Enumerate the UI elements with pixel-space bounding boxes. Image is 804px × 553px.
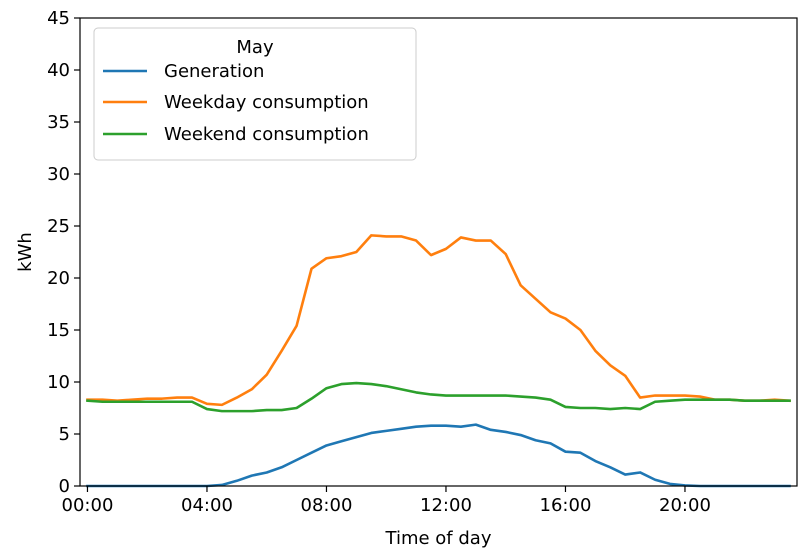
series-line-weekend-consumption (86, 381, 791, 413)
y-tick-label: 15 (47, 320, 70, 341)
legend-label: Weekday consumption (164, 92, 369, 113)
legend-label: Weekend consumption (164, 124, 369, 145)
y-axis: 0 5 10 15 20 25 30 35 40 45 (47, 8, 80, 497)
plot-frame (79, 17, 798, 487)
legend-title: May (236, 37, 274, 58)
y-tick-label: 10 (47, 372, 70, 393)
x-tick-label: 12:00 (420, 495, 472, 516)
y-tick-label: 0 (59, 476, 70, 497)
y-tick-label: 20 (47, 268, 70, 289)
series-line-weekday-consumption (86, 234, 791, 407)
legend-box (93, 27, 417, 161)
x-tick-label: 20:00 (659, 495, 711, 516)
y-tick-label: 25 (47, 216, 70, 237)
legend-label: Generation (164, 61, 264, 82)
x-tick-label: 16:00 (540, 495, 592, 516)
y-tick-label: 35 (47, 112, 70, 133)
y-tick-label: 5 (59, 424, 70, 445)
y-tick-label: 40 (47, 60, 70, 81)
series-lines (86, 234, 791, 488)
x-tick-label: 04:00 (181, 495, 233, 516)
x-tick-label: 08:00 (301, 495, 353, 516)
y-tick-label: 30 (47, 164, 70, 185)
x-tick-label: 00:00 (62, 495, 114, 516)
y-axis-label: kWh (15, 232, 36, 272)
series-line-generation (86, 423, 791, 488)
y-tick-label: 45 (47, 8, 70, 29)
x-axis-label: Time of day (385, 528, 492, 549)
x-axis: 00:00 04:00 08:00 12:00 16:00 20:00 (62, 486, 711, 516)
legend-items: Generation Weekday consumption Weekend con… (103, 61, 369, 145)
legend: May Generation Weekday consumption Weekend… (93, 27, 417, 161)
